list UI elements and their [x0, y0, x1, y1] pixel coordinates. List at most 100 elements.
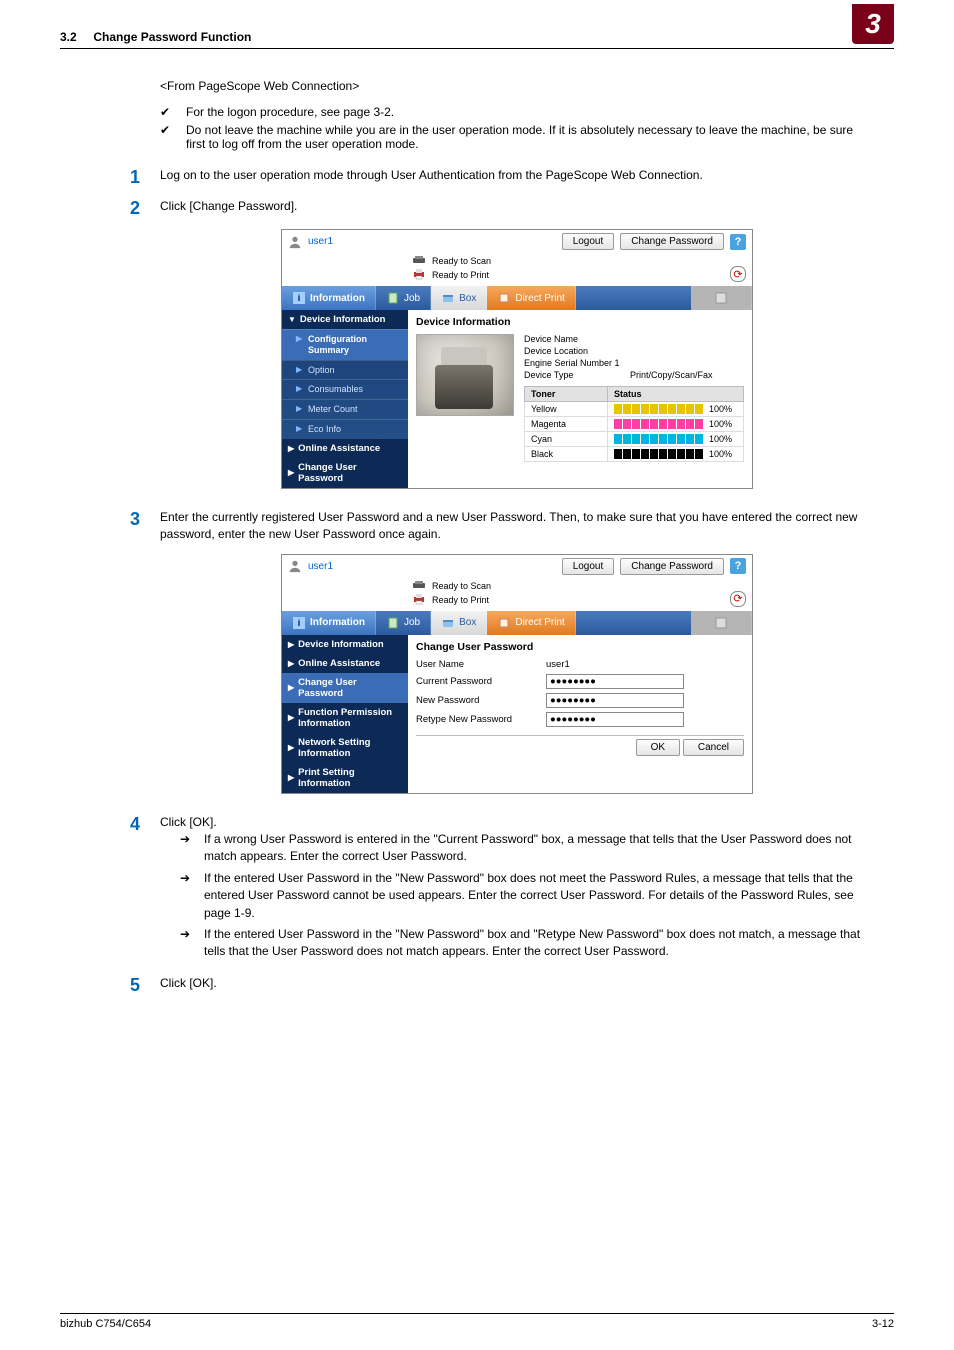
sub-text: If the entered User Password in the "New… [204, 926, 874, 961]
status-print: Ready to Print [432, 595, 489, 605]
section-title: Change Password Function [93, 30, 251, 44]
tab-label: Information [310, 293, 365, 304]
printer-icon [412, 268, 426, 282]
form-value: user1 [546, 659, 570, 670]
nav-online-assistance[interactable]: ▶Online Assistance [282, 654, 408, 673]
tab-direct-print[interactable]: Direct Print [487, 286, 575, 310]
reload-icon[interactable]: ⟳ [730, 591, 746, 607]
current-password-input[interactable] [546, 674, 684, 689]
toner-status: 100% [608, 432, 744, 447]
nav-function-permission[interactable]: ▶Function Permission Information [282, 703, 408, 733]
tab-information[interactable]: i Information [282, 611, 376, 635]
check-icon: ✔ [160, 105, 174, 119]
svg-text:i: i [298, 293, 301, 303]
tab-label: Direct Print [515, 293, 564, 304]
svg-text:i: i [298, 618, 301, 628]
logout-button[interactable]: Logout [562, 233, 615, 250]
step-number: 4 [120, 814, 140, 965]
nav-change-user-password[interactable]: ▶Change User Password [282, 458, 408, 488]
nav-config-summary[interactable]: ▶Configuration Summary [282, 329, 408, 360]
tab-label: Job [404, 617, 420, 628]
meta-value: Print/Copy/Scan/Fax [630, 370, 713, 380]
nav-device-info[interactable]: ▶Device Information [282, 635, 408, 654]
help-icon[interactable]: ? [730, 558, 746, 574]
nav-consumables[interactable]: ▶Consumables [282, 379, 408, 399]
box-icon [441, 291, 455, 305]
nav-label: Online Assistance [298, 658, 380, 669]
new-password-input[interactable] [546, 693, 684, 708]
tab-end [691, 611, 752, 635]
form-label: User Name [416, 659, 546, 670]
nav-eco-info[interactable]: ▶Eco Info [282, 419, 408, 439]
arrow-icon: ➔ [180, 926, 194, 961]
change-password-button[interactable]: Change Password [620, 558, 724, 575]
info-icon: i [292, 616, 306, 630]
nav-header[interactable]: ▼ Device Information [282, 310, 408, 329]
nav-label: Change User Password [298, 462, 402, 484]
nav-meter-count[interactable]: ▶Meter Count [282, 399, 408, 419]
tab-box[interactable]: Box [431, 286, 487, 310]
tab-information[interactable]: i Information [282, 286, 376, 310]
nav-print-setting[interactable]: ▶Print Setting Information [282, 763, 408, 793]
user-icon [288, 559, 302, 573]
check-icon: ✔ [160, 123, 174, 151]
job-icon [386, 291, 400, 305]
info-icon: i [292, 291, 306, 305]
toner-status: 100% [608, 447, 744, 462]
nav-label: Print Setting Information [298, 767, 402, 789]
toner-status: 100% [608, 417, 744, 432]
logout-button[interactable]: Logout [562, 558, 615, 575]
toner-table: Toner Status Yellow100%Magenta100%Cyan10… [524, 386, 744, 462]
triangle-icon: ▼ [288, 315, 296, 324]
panel-title: Device Information [416, 316, 744, 328]
nav-online-assistance[interactable]: ▶Online Assistance [282, 439, 408, 458]
nav-change-user-password[interactable]: ▶Change User Password [282, 673, 408, 703]
cancel-button[interactable]: Cancel [683, 739, 744, 756]
sub-text: If the entered User Password in the "New… [204, 870, 874, 922]
tab-job[interactable]: Job [376, 611, 431, 635]
nav-label: Consumables [308, 384, 363, 395]
nav-label: Change User Password [298, 677, 402, 699]
scanner-icon [412, 580, 426, 592]
status-print: Ready to Print [432, 270, 489, 280]
tab-direct-print[interactable]: Direct Print [487, 611, 575, 635]
meta-label: Device Type [524, 370, 624, 380]
nav-label: Meter Count [308, 404, 358, 415]
nav-label: Option [308, 365, 335, 376]
ok-button[interactable]: OK [636, 739, 680, 756]
tab-label: Direct Print [515, 617, 564, 628]
th-status: Status [608, 387, 744, 402]
nav-network-setting[interactable]: ▶Network Setting Information [282, 733, 408, 763]
printer-icon [412, 593, 426, 607]
job-icon [386, 616, 400, 630]
box-icon [441, 616, 455, 630]
step-number: 5 [120, 975, 140, 996]
tab-label: Job [404, 293, 420, 304]
step-number: 3 [120, 509, 140, 544]
tab-label: Box [459, 293, 476, 304]
help-icon[interactable]: ? [730, 234, 746, 250]
scanner-icon [412, 255, 426, 267]
form-label: New Password [416, 695, 546, 706]
tab-end [691, 286, 752, 310]
screenshot-device-info: user1 Logout Change Password ? Ready to … [281, 229, 753, 489]
tab-box[interactable]: Box [431, 611, 487, 635]
nav-label: Online Assistance [298, 443, 380, 454]
step-text: Enter the currently registered User Pass… [160, 509, 874, 544]
tab-label: Information [310, 617, 365, 628]
reload-icon[interactable]: ⟳ [730, 266, 746, 282]
nav-option[interactable]: ▶Option [282, 360, 408, 380]
step-number: 2 [120, 198, 140, 219]
tab-job[interactable]: Job [376, 286, 431, 310]
step-text: Log on to the user operation mode throug… [160, 167, 874, 188]
toner-name: Magenta [525, 417, 608, 432]
change-password-button[interactable]: Change Password [620, 233, 724, 250]
check-text: For the logon procedure, see page 3-2. [186, 105, 394, 119]
status-scan: Ready to Scan [432, 256, 491, 266]
toner-name: Yellow [525, 402, 608, 417]
retype-password-input[interactable] [546, 712, 684, 727]
tab-label: Box [459, 617, 476, 628]
nav-label: Function Permission Information [298, 707, 402, 729]
footer-right: 3-12 [872, 1318, 894, 1330]
nav-label: Device Information [298, 639, 384, 650]
